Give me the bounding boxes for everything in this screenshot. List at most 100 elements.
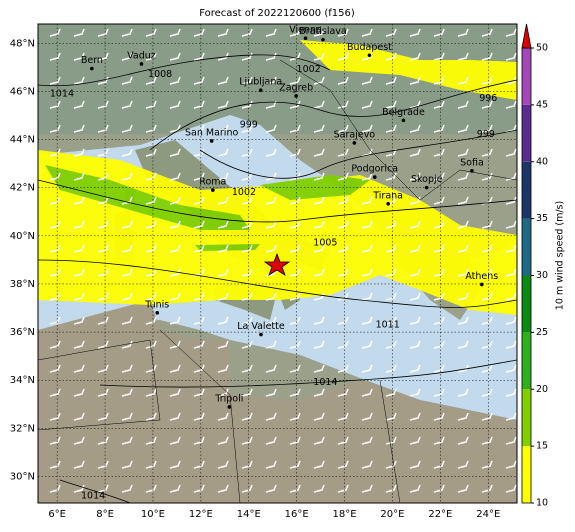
wind-barb: [97, 460, 109, 469]
wind-barb: [457, 28, 469, 37]
city-marker: [352, 141, 357, 145]
wind-barb: [505, 388, 517, 397]
wind-barb: [49, 76, 61, 85]
wind-barb: [457, 340, 469, 349]
wind-barb: [121, 292, 133, 301]
wind-barb: [97, 196, 109, 205]
wind-barb: [313, 412, 325, 421]
wind-barb: [169, 412, 181, 421]
wind-barb: [49, 388, 61, 397]
wind-barb: [313, 364, 325, 373]
wind-barb: [457, 100, 469, 109]
wind-barb: [73, 364, 85, 373]
wind-barb: [505, 436, 517, 445]
wind-barb: [409, 436, 421, 445]
lon-tick-label: 8°E: [96, 509, 114, 520]
colorbar-tick-label: 40: [536, 156, 548, 167]
wind-barb: [385, 340, 397, 349]
wind-barb: [289, 436, 301, 445]
wind-barb: [313, 100, 325, 109]
wind-fill: [38, 40, 517, 315]
wind-barb: [145, 100, 157, 109]
wind-barb: [97, 172, 109, 181]
wind-barb: [505, 76, 517, 85]
colorbar-tick-label: 10: [536, 498, 548, 509]
isobar: [38, 259, 517, 308]
wind-barb: [409, 364, 421, 373]
wind-barb: [457, 196, 469, 205]
colorbar-segment: [522, 218, 531, 276]
wind-barb: [241, 316, 253, 325]
wind-barb: [337, 340, 349, 349]
wind-barb: [433, 340, 445, 349]
isobar-label: 999: [240, 120, 258, 131]
wind-barb: [409, 388, 421, 397]
wind-barb: [409, 460, 421, 469]
wind-barb: [313, 148, 325, 157]
wind-barb: [505, 148, 517, 157]
colorbar-extend: [521, 23, 532, 49]
wind-barb: [505, 316, 517, 325]
border: [279, 59, 517, 201]
wind-barb: [73, 100, 85, 109]
wind-barb: [49, 28, 61, 37]
wind-barb: [169, 220, 181, 229]
wind-barb: [505, 52, 517, 61]
wind-barb: [313, 244, 325, 253]
wind-barb: [433, 292, 445, 301]
wind-barb: [241, 220, 253, 229]
colorbar-label: 10 m wind speed (m/s): [555, 201, 566, 310]
colorbar-tick-label: 25: [536, 327, 548, 338]
city-label: Budapest: [347, 42, 392, 53]
city-label: San Marino: [185, 127, 238, 138]
city-label: Bratislava: [299, 26, 346, 37]
wind-barb: [457, 244, 469, 253]
wind-barb: [169, 244, 181, 253]
wind-barb: [121, 364, 133, 373]
lat-tick-label: 32°N: [10, 423, 35, 434]
wind-barb: [337, 52, 349, 61]
city-label: Vaduz: [127, 50, 156, 61]
lat-tick-label: 30°N: [10, 472, 35, 483]
wind-barb: [97, 124, 109, 133]
wind-barb: [193, 100, 205, 109]
wind-barb: [481, 220, 493, 229]
star-marker: [263, 252, 291, 276]
wind-barb: [169, 172, 181, 181]
wind-barb: [241, 364, 253, 373]
wind-barb: [313, 268, 325, 277]
wind-barb: [265, 100, 277, 109]
wind-barb: [49, 196, 61, 205]
wind-barb: [289, 172, 301, 181]
wind-barb: [49, 364, 61, 373]
colorbar-tick-label: 30: [536, 270, 548, 281]
wind-barb: [193, 52, 205, 61]
wind-barb: [361, 220, 373, 229]
wind-barb: [241, 196, 253, 205]
wind-barbs: [49, 28, 517, 493]
wind-barb: [481, 76, 493, 85]
wind-barb: [121, 124, 133, 133]
wind-barb: [169, 436, 181, 445]
wind-barb: [289, 148, 301, 157]
lon-tick-label: 12°E: [189, 509, 213, 520]
wind-barb: [361, 244, 373, 253]
wind-barb: [121, 172, 133, 181]
wind-barb: [481, 244, 493, 253]
wind-barb: [505, 100, 517, 109]
wind-barb: [49, 220, 61, 229]
wind-barb: [409, 268, 421, 277]
wind-barb: [313, 220, 325, 229]
city-marker: [227, 405, 232, 409]
wind-barb: [385, 412, 397, 421]
wind-barb: [385, 268, 397, 277]
wind-barb: [97, 316, 109, 325]
wind-barb: [241, 292, 253, 301]
wind-barb: [385, 28, 397, 37]
wind-barb: [73, 52, 85, 61]
wind-barb: [313, 460, 325, 469]
city-label: Zagreb: [279, 82, 313, 93]
city-marker: [211, 188, 215, 192]
